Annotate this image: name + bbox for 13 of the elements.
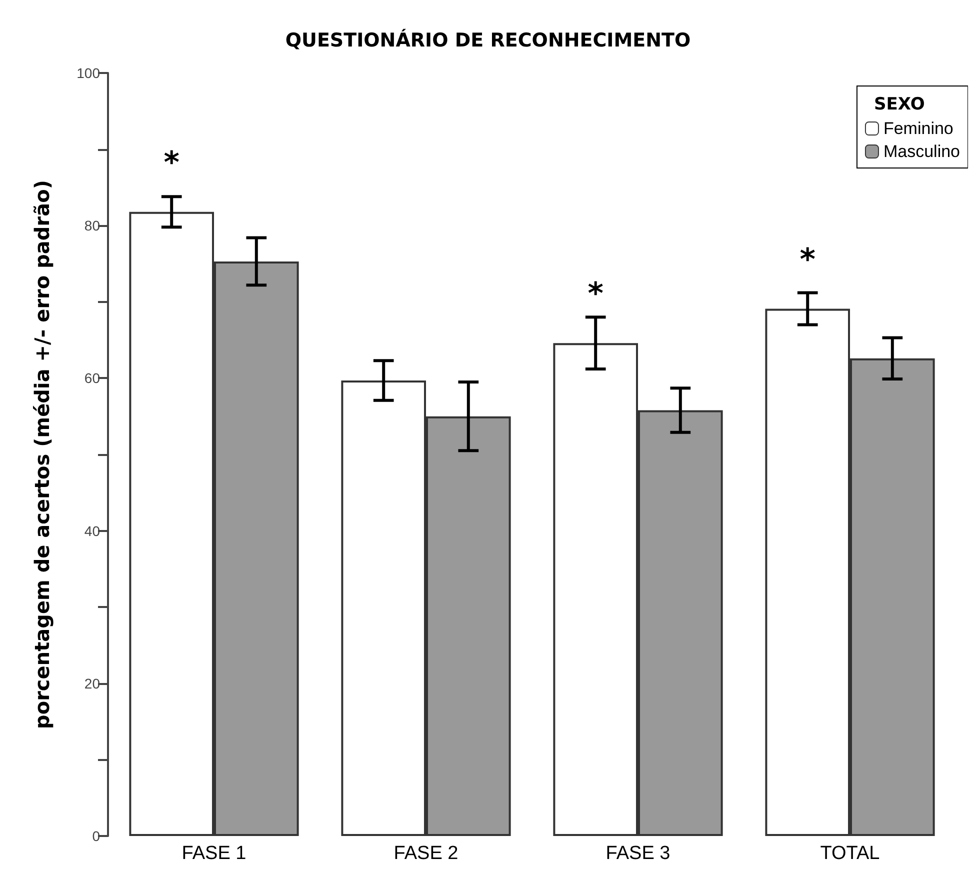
x-tick-label: TOTAL xyxy=(820,843,880,864)
data-label: * xyxy=(800,242,816,278)
y-axis-title: porcentagem de acertos (média +/- erro padrão) xyxy=(30,180,54,729)
x-tick-label: FASE 1 xyxy=(182,843,246,864)
y-tick-label: 100 xyxy=(76,65,100,81)
data-label: * xyxy=(164,145,180,180)
chart-title: QUESTIONÁRIO DE RECONHECIMENTO xyxy=(285,28,691,52)
x-tick-label: FASE 2 xyxy=(394,843,458,864)
legend-title: SEXO xyxy=(874,94,925,114)
data-label: * xyxy=(588,276,604,312)
legend-label: Masculino xyxy=(883,142,960,161)
x-tick-label: FASE 3 xyxy=(606,843,670,864)
legend-label: Feminino xyxy=(883,119,954,138)
